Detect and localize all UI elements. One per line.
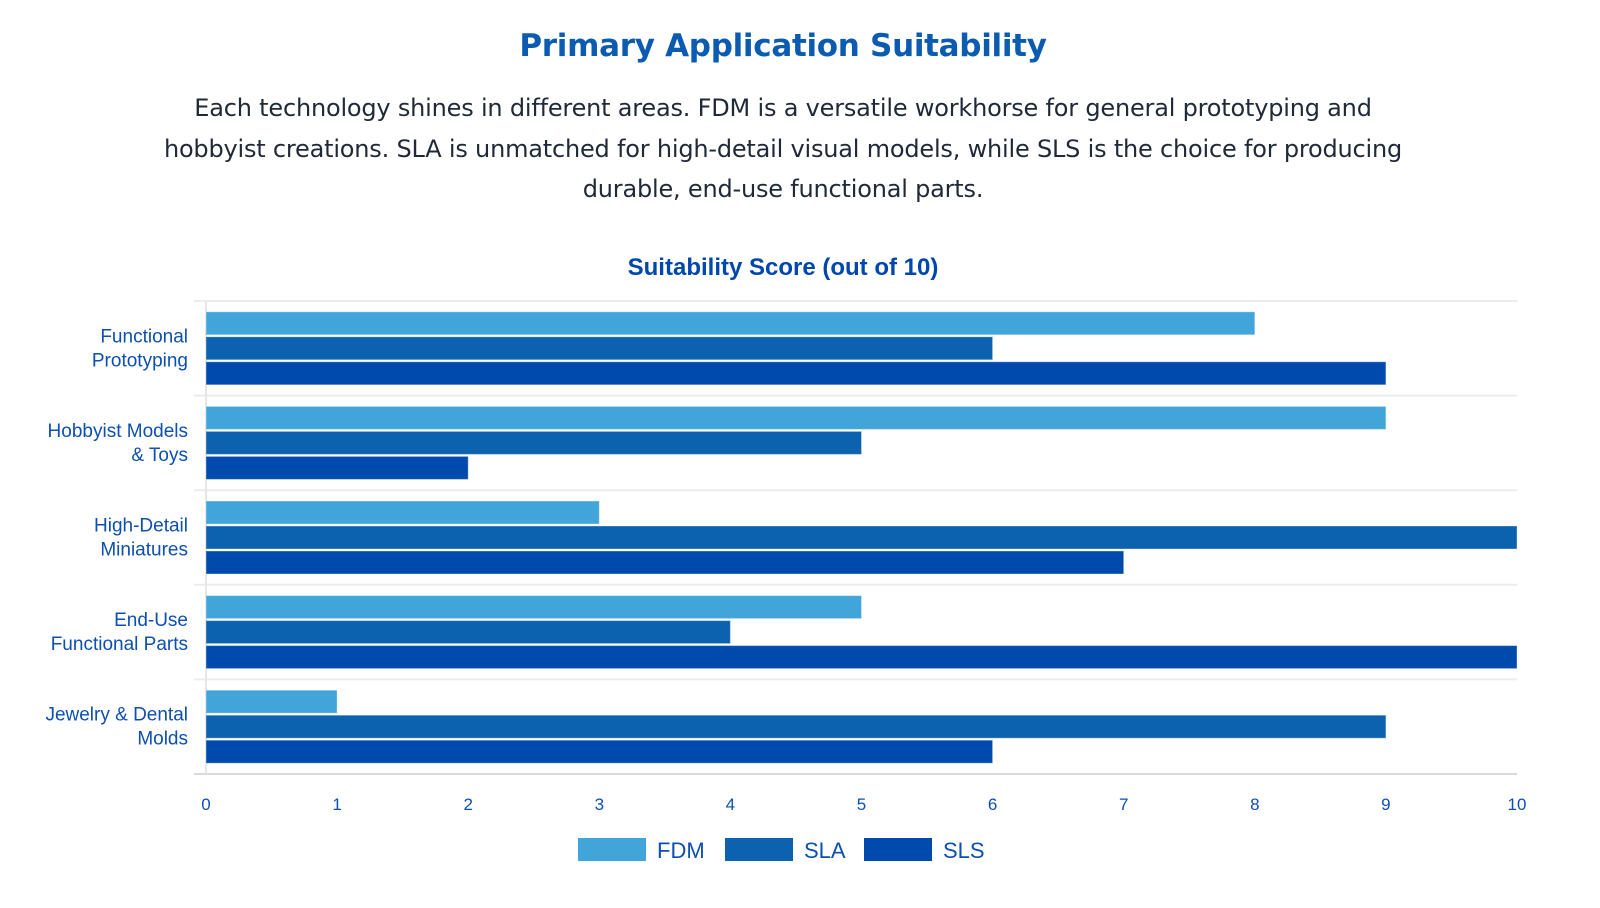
legend-swatch-sla xyxy=(725,838,793,861)
x-tick-label: 5 xyxy=(857,795,866,814)
bar-fdm[interactable] xyxy=(205,311,1256,336)
x-tick-label: 2 xyxy=(463,795,472,814)
bar-sls[interactable] xyxy=(205,361,1387,386)
bar-fdm[interactable] xyxy=(205,595,862,620)
x-tick-label: 7 xyxy=(1119,795,1128,814)
x-tick-label: 1 xyxy=(332,795,341,814)
chart-bars xyxy=(205,311,1518,764)
x-tick-label: 3 xyxy=(595,795,604,814)
bar-sls[interactable] xyxy=(205,455,469,480)
legend-swatch-sls xyxy=(864,838,932,861)
bar-sls[interactable] xyxy=(205,550,1125,575)
category-label: Functional xyxy=(100,326,188,347)
legend-item-sls[interactable]: SLS xyxy=(864,838,985,863)
category-label: Prototyping xyxy=(92,350,188,371)
legend-swatch-fdm xyxy=(578,838,646,861)
x-tick-label: 10 xyxy=(1508,795,1527,814)
category-labels: Functional Prototyping Hobbyist Models & To… xyxy=(45,326,188,749)
bar-sla[interactable] xyxy=(205,525,1518,550)
chart-title: Suitability Score (out of 10) xyxy=(628,254,939,281)
category-label: Jewelry & Dental xyxy=(45,705,188,726)
x-tick-label: 4 xyxy=(726,795,735,814)
category-label: Miniatures xyxy=(100,540,188,561)
bar-sla[interactable] xyxy=(205,430,862,455)
page-title: Primary Application Suitability xyxy=(519,28,1047,64)
legend-label: FDM xyxy=(657,838,705,863)
x-tick-label: 8 xyxy=(1250,795,1259,814)
legend-label: SLS xyxy=(943,838,985,863)
bar-fdm[interactable] xyxy=(205,689,338,714)
bar-sls[interactable] xyxy=(205,645,1518,670)
x-tick-label: 6 xyxy=(988,795,997,814)
x-tick-label: 9 xyxy=(1381,795,1390,814)
category-label: Hobbyist Models xyxy=(48,421,188,442)
category-label: Molds xyxy=(137,729,188,750)
category-label: & Toys xyxy=(131,445,188,466)
bar-sls[interactable] xyxy=(205,739,994,764)
bar-sla[interactable] xyxy=(205,620,731,645)
legend-item-sla[interactable]: SLA xyxy=(725,838,846,863)
x-tick-label: 0 xyxy=(201,795,210,814)
bar-fdm[interactable] xyxy=(205,405,1387,430)
bar-sla[interactable] xyxy=(205,336,994,361)
chart-legend[interactable]: FDM SLA SLS xyxy=(578,838,985,863)
legend-item-fdm[interactable]: FDM xyxy=(578,838,705,863)
page-description: Each technology shines in different area… xyxy=(163,94,1403,203)
x-axis-ticks: 0 1 2 3 4 5 6 7 8 9 10 xyxy=(201,795,1526,814)
category-label: End-Use xyxy=(114,610,188,631)
bar-sla[interactable] xyxy=(205,714,1387,739)
bar-fdm[interactable] xyxy=(205,500,600,525)
category-label: High-Detail xyxy=(94,516,188,537)
legend-label: SLA xyxy=(804,838,846,863)
category-label: Functional Parts xyxy=(51,634,188,655)
